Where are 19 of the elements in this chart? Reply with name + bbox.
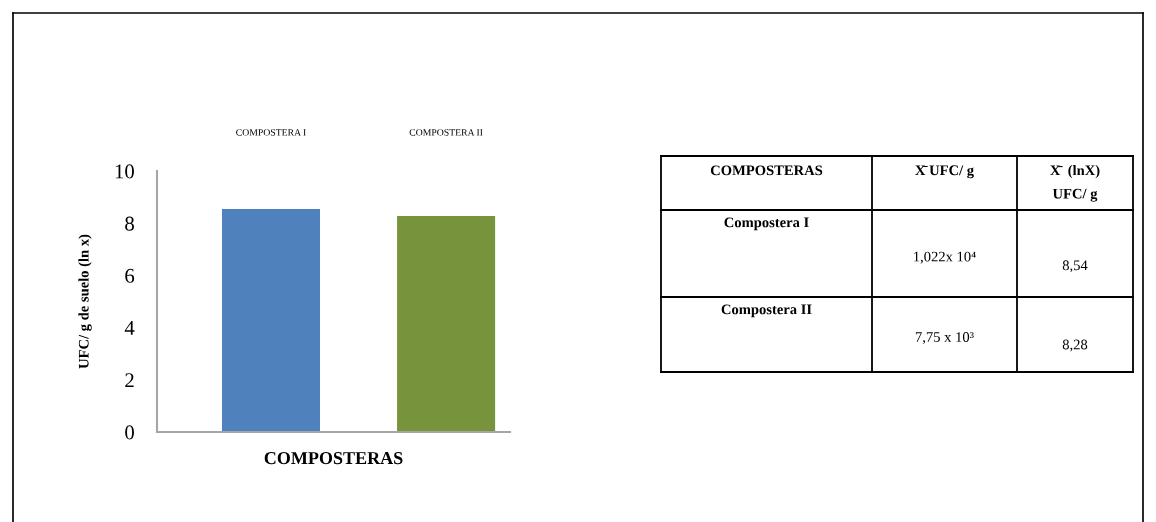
text: Compostera II xyxy=(721,304,812,318)
text: COMPOSTERAS xyxy=(710,165,823,176)
text: 7,75 x 10³ xyxy=(915,332,974,344)
x-tick-label: COMPOSTERA I xyxy=(236,129,306,136)
text: X̄ (lnX) UFC/ g xyxy=(1050,165,1100,202)
text: X̄ UFC/ g xyxy=(915,165,974,179)
x-axis-title: COMPOSTERAS xyxy=(264,452,403,465)
text: 8,54 xyxy=(1062,260,1088,273)
text: Compostera I xyxy=(724,217,809,231)
y-tick-label: 2 xyxy=(125,373,134,388)
text: 1,022x 10⁴ xyxy=(914,251,976,264)
y-tick-label: 8 xyxy=(125,216,134,231)
y-tick-label: 4 xyxy=(124,321,135,335)
y-tick-label: 6 xyxy=(125,268,135,283)
y-axis-title: UFC/ g de suelo (ln x) xyxy=(78,234,92,369)
y-tick-label: 0 xyxy=(125,425,134,440)
y-tick-label: 10 xyxy=(115,164,134,179)
x-tick-label: COMPOSTERA II xyxy=(409,129,483,136)
text: 8,28 xyxy=(1062,339,1088,352)
